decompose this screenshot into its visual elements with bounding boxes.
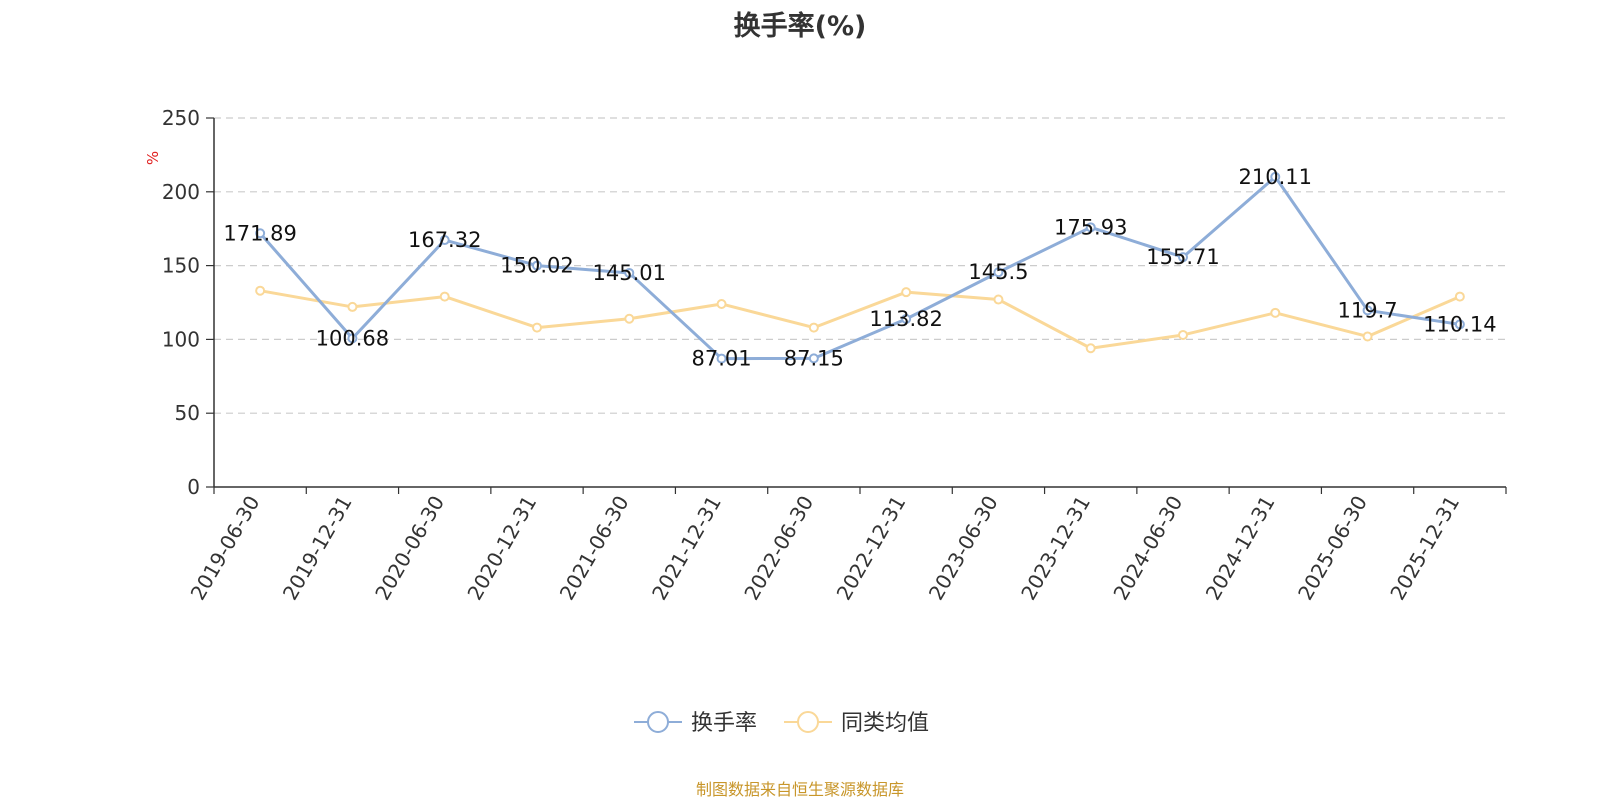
data-point-peer-average (993, 294, 1004, 305)
x-tick-label: 2023-12-31 (1016, 492, 1095, 605)
chart-title: 换手率(%) (733, 11, 867, 42)
data-point-turnover (347, 333, 358, 344)
x-tick-label: 2021-06-30 (555, 492, 634, 605)
x-tick-label: 2025-06-30 (1293, 492, 1372, 605)
data-point-turnover (716, 353, 727, 364)
data-point-turnover (624, 267, 635, 278)
data-point-turnover (532, 260, 542, 271)
data-label: 110.14 (1423, 312, 1496, 336)
data-point-peer-average (532, 322, 542, 333)
data-point-peer-average (901, 287, 912, 298)
x-tick-label: 2021-12-31 (647, 492, 726, 605)
x-tick-label: 2024-12-31 (1201, 492, 1280, 605)
data-point-turnover (901, 314, 912, 325)
legend-marker-icon (647, 711, 669, 733)
data-label: 113.82 (869, 307, 942, 331)
data-point-turnover (1085, 222, 1096, 233)
x-tick-label: 2025-12-31 (1385, 492, 1464, 605)
x-tick-label: 2023-06-30 (924, 492, 1003, 605)
data-point-peer-average (1362, 331, 1373, 342)
legend-label: 同类均值 (841, 711, 929, 736)
data-label: 167.32 (408, 228, 481, 252)
data-label: 155.71 (1146, 245, 1219, 269)
x-tick-label: 2019-06-30 (186, 492, 265, 605)
legend-item-peer-average: 同类均值 (784, 711, 929, 736)
legend-item-turnover: 换手率 (634, 711, 757, 736)
data-point-peer-average (808, 322, 819, 333)
x-tick-label: 2020-06-30 (370, 492, 449, 605)
data-point-turnover (1270, 171, 1281, 182)
x-tick-label: 2019-12-31 (278, 492, 357, 605)
data-point-turnover (255, 228, 266, 239)
data-label: 210.11 (1239, 165, 1312, 189)
y-tick-label: 0 (187, 475, 200, 499)
x-tick-label: 2024-06-30 (1108, 492, 1187, 605)
data-point-peer-average (255, 285, 266, 296)
y-axis-label: % (144, 151, 162, 165)
data-point-peer-average (624, 313, 635, 324)
data-point-peer-average (439, 291, 450, 302)
data-point-turnover (1454, 319, 1465, 330)
x-tick-label: 2022-06-30 (739, 492, 818, 605)
series-line-turnover (259, 175, 1461, 361)
data-label: 145.5 (968, 260, 1028, 284)
y-tick-label: 150 (162, 254, 200, 278)
data-label: 150.02 (500, 254, 573, 278)
y-tick-label: 200 (162, 180, 200, 204)
y-tick-label: 100 (162, 327, 200, 351)
data-point-peer-average (1178, 329, 1188, 340)
data-label: 171.89 (223, 221, 296, 245)
data-label: 145.01 (593, 261, 666, 285)
data-label: 100.68 (316, 326, 389, 350)
data-point-turnover (1178, 252, 1188, 263)
data-point-turnover (808, 353, 819, 364)
y-tick-label: 250 (162, 106, 200, 130)
data-point-peer-average (1270, 307, 1281, 318)
data-point-turnover (993, 267, 1004, 278)
data-label: 175.93 (1054, 215, 1127, 239)
x-tick-label: 2022-12-31 (832, 492, 911, 605)
data-point-peer-average (1085, 343, 1096, 354)
data-point-peer-average (1454, 291, 1465, 302)
data-label: 87.01 (692, 347, 752, 371)
series-line-peer-average (259, 289, 1461, 350)
data-point-turnover (439, 235, 450, 246)
data-label: 119.7 (1338, 298, 1398, 322)
x-tick-label: 2020-12-31 (462, 492, 541, 605)
y-tick-label: 50 (175, 401, 200, 425)
data-source-note: 制图数据来自恒生聚源数据库 (695, 780, 904, 799)
data-point-turnover (1362, 305, 1373, 316)
data-label: 87.15 (784, 346, 844, 370)
data-point-peer-average (347, 301, 358, 312)
legend-marker-icon (797, 711, 819, 733)
data-point-peer-average (716, 298, 727, 309)
legend-label: 换手率 (691, 711, 757, 736)
